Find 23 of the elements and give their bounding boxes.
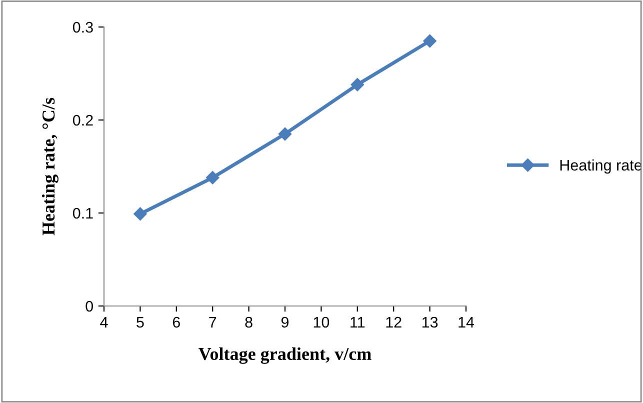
- y-tick-label: 0.3: [72, 22, 93, 33]
- x-tick-label: 6: [172, 316, 180, 328]
- y-tick-label: 0: [86, 300, 93, 312]
- x-tick-label: 11: [350, 316, 365, 328]
- y-tick-label: 0.1: [72, 208, 93, 219]
- y-tick-label: 0.2: [72, 114, 93, 126]
- x-tick-label: 9: [281, 316, 289, 328]
- x-tick-label: 14: [458, 316, 474, 328]
- x-tick-label: 10: [314, 316, 330, 328]
- point: [206, 171, 220, 184]
- x-tick-label: 5: [136, 316, 144, 328]
- x-tick-label: 7: [209, 316, 216, 328]
- legend-label: Heating rate: [560, 159, 642, 174]
- x-axis-title: Voltage gradient, v/cm: [198, 347, 372, 364]
- point: [423, 34, 436, 48]
- y-axis-title: Heating rate, °C/s: [42, 98, 58, 236]
- x-tick-label: 12: [386, 316, 402, 328]
- x-tick-label: 13: [422, 316, 438, 328]
- x-tick-label: 4: [100, 316, 108, 328]
- point: [350, 78, 364, 92]
- point: [134, 207, 147, 221]
- x-tick-label: 8: [245, 316, 252, 328]
- point: [278, 127, 292, 141]
